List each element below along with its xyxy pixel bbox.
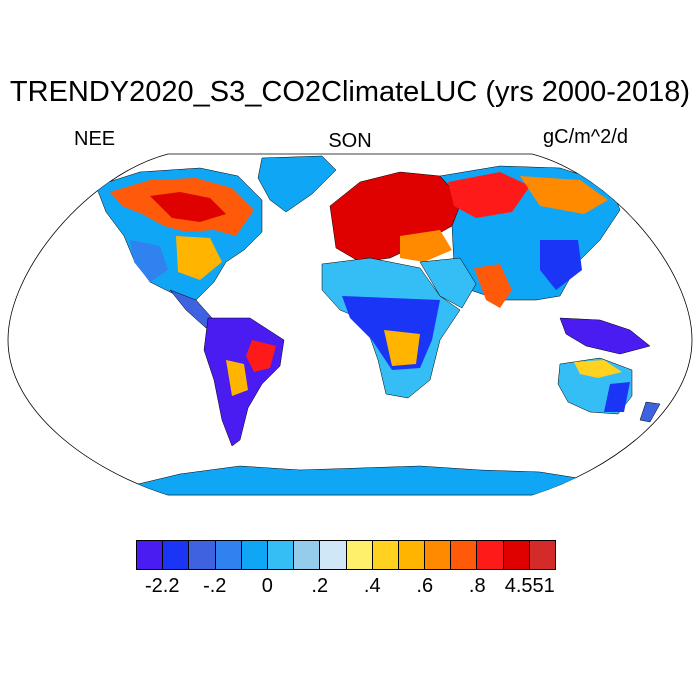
south-america-mix [226, 360, 248, 396]
asia-north-hotspot [448, 172, 530, 218]
colorbar-swatch [477, 541, 504, 569]
se-asia-islands [559, 317, 651, 355]
colorbar-swatch [163, 541, 190, 569]
australia-east [604, 382, 630, 412]
season-label: SON [328, 130, 372, 152]
colorbar-tick-label: .4 [363, 575, 381, 597]
south-america-hotspot [246, 340, 276, 372]
asia-india [474, 264, 512, 308]
map-title: TRENDY2020_S3_CO2ClimateLUC (yrs 2000-20… [9, 76, 691, 108]
colorbar-tick-label: 4.551 [504, 575, 555, 597]
colorbar-swatch [267, 541, 295, 569]
colorbar-swatch [346, 541, 373, 569]
asia-siberia [520, 176, 608, 214]
colorbar-tick-label: .8 [468, 575, 486, 597]
greenland-region [257, 155, 337, 213]
europe-east [400, 230, 452, 262]
variable-label: NEE [74, 128, 116, 150]
units-label: gC/m^2/d [543, 126, 628, 148]
asia-east [540, 240, 582, 290]
colorbar-tick-label: -.2 [203, 575, 227, 597]
colorbar-swatch [529, 541, 555, 569]
antarctica-region [109, 465, 621, 495]
colorbar-tick-label: -2.2 [145, 575, 180, 597]
colorbar-swatch [398, 541, 426, 569]
north-america-west [130, 240, 168, 282]
colorbar-swatch [372, 541, 399, 569]
colorbar-tick-label: .6 [416, 575, 434, 597]
colorbar-swatch [294, 541, 321, 569]
colorbar-swatch [189, 541, 216, 569]
new-zealand-region [639, 401, 661, 423]
australia-north [574, 360, 622, 378]
colorbar-swatch [425, 541, 452, 569]
colorbar-tick-label: 0 [261, 575, 273, 597]
colorbar [136, 540, 556, 570]
colorbar-swatch [503, 541, 530, 569]
colorbar-swatch [241, 541, 268, 569]
colorbar-swatch [137, 541, 164, 569]
north-america-hotspot-2 [150, 192, 226, 222]
middle-east-region [419, 257, 477, 309]
north-america-east [176, 236, 222, 280]
colorbar-swatch [320, 541, 347, 569]
africa-savanna [384, 330, 420, 366]
colorbar-tick-label: .2 [311, 575, 329, 597]
colorbar-swatch [215, 541, 242, 569]
colorbar-swatch [451, 541, 478, 569]
